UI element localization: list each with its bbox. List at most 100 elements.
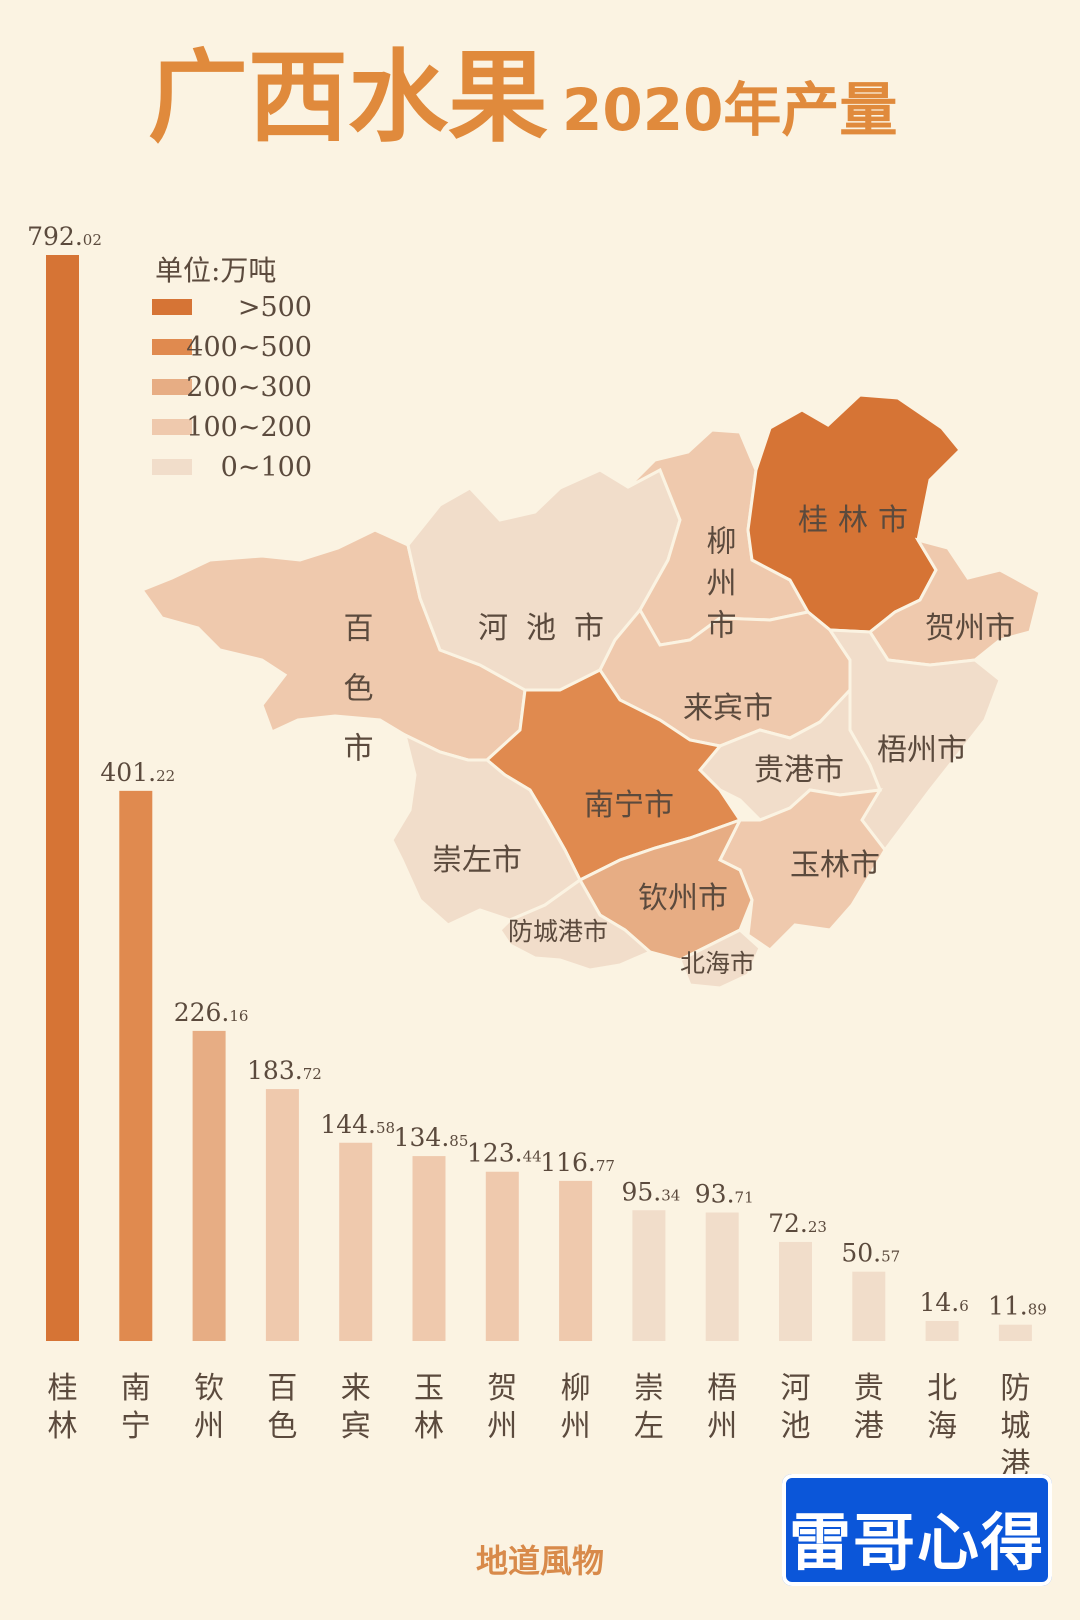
map-label-guigang: 贵港市 bbox=[754, 753, 844, 788]
data-label-dec: 58 bbox=[376, 1119, 395, 1137]
legend-label: 200~300 bbox=[186, 372, 312, 403]
data-label-dec: 22 bbox=[156, 767, 175, 785]
map-label-liuzhou: 柳州市 bbox=[701, 525, 737, 651]
data-label-int: 14. bbox=[919, 1288, 959, 1317]
legend-label: 100~200 bbox=[186, 412, 312, 443]
category-label: 防城港 bbox=[1000, 1371, 1030, 1482]
legend-label: 0~100 bbox=[221, 452, 312, 483]
category-label-char: 柳 bbox=[561, 1371, 591, 1406]
data-label-dec: 71 bbox=[735, 1189, 754, 1207]
bar bbox=[559, 1180, 593, 1341]
category-label-char: 河 bbox=[781, 1371, 811, 1406]
bar-series bbox=[46, 255, 1032, 1341]
data-label-dec: 16 bbox=[229, 1007, 248, 1025]
data-label-dec: 02 bbox=[83, 231, 102, 249]
data-label: 50.57 bbox=[841, 1239, 900, 1268]
map-label-nanning: 南宁市 bbox=[584, 788, 674, 823]
data-label-int: 72. bbox=[768, 1209, 808, 1238]
data-label-dec: 89 bbox=[1028, 1301, 1047, 1319]
legend-items: >500 400~500 200~300 100~200 0~100 bbox=[152, 292, 312, 483]
map-label-beihai: 北海市 bbox=[680, 949, 755, 978]
category-label-char: 港 bbox=[854, 1409, 884, 1444]
category-label-char: 贵 bbox=[854, 1371, 884, 1406]
data-label-int: 792. bbox=[27, 222, 83, 251]
data-label: 14.6 bbox=[919, 1288, 968, 1317]
category-label-char: 贺 bbox=[487, 1371, 517, 1406]
data-label-int: 93. bbox=[695, 1180, 735, 1209]
bar bbox=[485, 1171, 519, 1341]
category-label-char: 池 bbox=[781, 1409, 811, 1444]
region-beihai bbox=[678, 928, 762, 990]
category-label: 柳州 bbox=[561, 1371, 591, 1444]
category-label-char: 防 bbox=[1000, 1371, 1030, 1406]
data-label: 144.58 bbox=[320, 1110, 395, 1139]
category-label: 河池 bbox=[781, 1371, 811, 1444]
bar bbox=[852, 1271, 886, 1341]
data-label: 792.02 bbox=[27, 222, 102, 251]
watermark-badge: 雷哥心得 bbox=[782, 1474, 1052, 1586]
bar bbox=[998, 1324, 1032, 1341]
category-label: 百色 bbox=[267, 1371, 297, 1444]
data-label-dec: 23 bbox=[808, 1218, 827, 1236]
map-label-qinzhou: 钦州市 bbox=[638, 881, 728, 916]
map-label-hechi: 河池市 bbox=[478, 611, 622, 646]
category-label: 南宁 bbox=[121, 1371, 151, 1444]
map-labels: 桂林市 柳州市 贺州市 百色市 河池市 来宾市 梧州市 贵港市 南宁市 崇左市 … bbox=[338, 503, 1016, 978]
data-label-int: 183. bbox=[247, 1056, 303, 1085]
category-label-char: 玉 bbox=[414, 1371, 444, 1406]
category-label: 钦州 bbox=[194, 1371, 224, 1444]
legend-swatch bbox=[152, 419, 192, 435]
data-label-dec: 34 bbox=[661, 1186, 680, 1204]
bar bbox=[192, 1030, 226, 1341]
data-label-int: 116. bbox=[540, 1148, 596, 1177]
footer-brand: 地道風物 bbox=[476, 1542, 604, 1580]
map-label-laibin: 来宾市 bbox=[683, 691, 773, 726]
region-wuzhou bbox=[827, 628, 1002, 853]
data-label: 123.44 bbox=[467, 1139, 542, 1168]
bar bbox=[339, 1142, 373, 1341]
bar bbox=[705, 1212, 739, 1341]
legend-swatch bbox=[152, 379, 192, 395]
bar bbox=[119, 790, 153, 1341]
data-label: 226.16 bbox=[174, 998, 249, 1027]
map-label-hezhou: 贺州市 bbox=[925, 611, 1015, 646]
data-label-int: 123. bbox=[467, 1139, 523, 1168]
value-labels: 792.02 401.22 226.16 183.72 144.58134.85123.… bbox=[27, 222, 1047, 1321]
category-label-char: 百 bbox=[267, 1371, 297, 1406]
category-label: 北海 bbox=[927, 1371, 957, 1444]
data-label-dec: 57 bbox=[881, 1248, 900, 1266]
category-label-char: 钦 bbox=[194, 1371, 224, 1406]
bar bbox=[779, 1241, 812, 1341]
data-label: 72.23 bbox=[768, 1209, 827, 1238]
category-label-char: 宾 bbox=[341, 1409, 371, 1444]
category-label: 贵港 bbox=[854, 1371, 884, 1444]
data-label-dec: 85 bbox=[449, 1132, 468, 1150]
category-label-char: 崇 bbox=[634, 1371, 664, 1406]
map-label-wuzhou: 梧州市 bbox=[877, 733, 967, 768]
region-fangchenggang bbox=[498, 877, 653, 972]
legend-swatch bbox=[152, 339, 192, 355]
data-label: 93.71 bbox=[695, 1180, 754, 1209]
data-label-int: 401. bbox=[100, 758, 156, 787]
category-label-char: 梧 bbox=[707, 1371, 737, 1406]
category-label: 桂林 bbox=[48, 1371, 78, 1444]
category-label-char: 色 bbox=[267, 1409, 297, 1444]
data-label-int: 50. bbox=[841, 1239, 881, 1268]
category-label-char: 城 bbox=[1000, 1409, 1030, 1444]
data-label: 401.22 bbox=[100, 758, 175, 787]
bar bbox=[265, 1089, 299, 1341]
category-label-char: 桂 bbox=[48, 1371, 78, 1406]
category-label-char: 州 bbox=[561, 1409, 591, 1444]
data-label-dec: 44 bbox=[523, 1148, 542, 1166]
bar bbox=[46, 255, 79, 1341]
data-label-int: 11. bbox=[988, 1292, 1028, 1321]
data-label: 116.77 bbox=[540, 1148, 615, 1177]
category-label-char: 州 bbox=[194, 1409, 224, 1444]
map-label-guilin: 桂林市 bbox=[798, 503, 918, 538]
chart-title-sub: 2020年产量 bbox=[562, 76, 897, 144]
data-label: 11.89 bbox=[988, 1292, 1047, 1321]
data-label: 134.85 bbox=[394, 1123, 469, 1152]
category-label: 崇左 bbox=[634, 1371, 664, 1444]
data-label-dec: 72 bbox=[303, 1065, 322, 1083]
